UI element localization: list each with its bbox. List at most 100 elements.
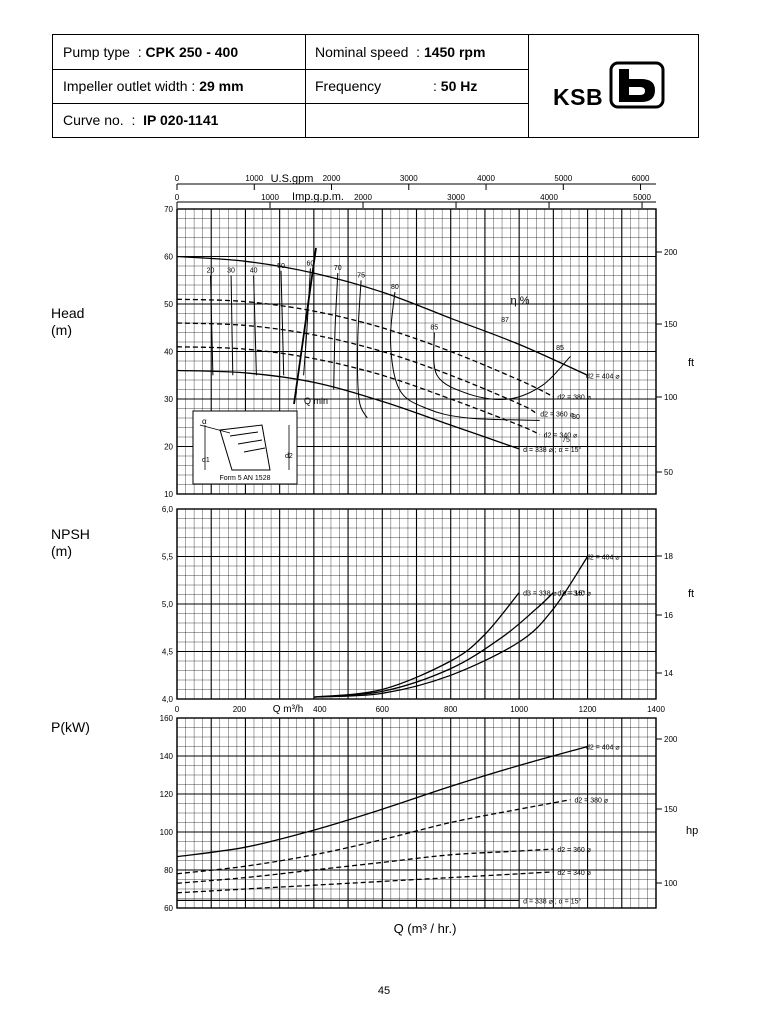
head-label-text: Head — [51, 305, 85, 321]
impeller-inset-drawing: α d1 d2 Form 5 AN 1528 — [192, 410, 298, 485]
header-divider — [53, 103, 528, 104]
npsh-x-axis-label: Q m³/h — [273, 704, 304, 715]
inset-frame — [192, 410, 298, 485]
power-y-tick-label: 160 — [160, 714, 174, 723]
inset-caption: Form 5 AN 1528 — [220, 475, 271, 482]
efficiency-label: 85 — [430, 325, 438, 332]
frequency-label: Frequency — [315, 78, 382, 94]
efficiency-label: 20 — [207, 268, 215, 275]
head-right-tick-label: 200 — [664, 248, 678, 257]
impgpm-tick-label: 4000 — [540, 193, 558, 202]
npsh-x-tick-label: 600 — [376, 705, 390, 714]
power-right-tick-label: 150 — [664, 805, 678, 814]
page-number: 45 — [377, 985, 391, 997]
head-y-tick-label: 40 — [164, 348, 173, 357]
npsh-right-tick-label: 16 — [664, 611, 673, 620]
efficiency-curve — [303, 268, 311, 376]
head-y-tick-label: 30 — [164, 395, 173, 404]
ksb-logo: KSB — [528, 35, 698, 137]
speed-label: Nominal speed — [315, 44, 409, 60]
power-series-label: d2 = 380 ⌀ — [574, 798, 608, 805]
efficiency-label-right: 85 — [556, 345, 564, 352]
npsh-x-tick-label: 1200 — [579, 705, 597, 714]
usgpm-tick-label: 5000 — [554, 174, 572, 183]
impgpm-tick-label: 1000 — [261, 193, 279, 202]
power-y-tick-label: 120 — [160, 790, 174, 799]
npsh-label-text: NPSH — [51, 526, 90, 542]
head-y-tick-label: 10 — [164, 490, 173, 499]
impgpm-axis-label: Imp.g.p.m. — [292, 191, 344, 203]
power-series-label: d2 = 404 ⌀ — [586, 745, 620, 752]
logo-text: KSB — [553, 84, 604, 110]
npsh-right-tick-label: 18 — [664, 552, 673, 561]
ft-unit-label-npsh: ft — [688, 588, 695, 600]
efficiency-label: 30 — [227, 268, 235, 275]
npsh-series-line — [313, 592, 520, 698]
pump-type-label: Pump type — [63, 44, 130, 60]
impeller-label: Impeller outlet width — [63, 78, 188, 94]
impeller-row: Impeller outlet width : 29 mm — [63, 78, 244, 94]
pump-info-header: Pump type : CPK 250 - 400 Impeller outle… — [52, 34, 699, 138]
npsh-y-tick-label: 6,0 — [162, 505, 174, 514]
usgpm-tick-label: 6000 — [632, 174, 650, 183]
efficiency-curve — [433, 332, 571, 400]
inset-alpha-label: α — [202, 417, 207, 426]
head-right-tick-label: 50 — [664, 468, 673, 477]
curve-value: IP 020-1141 — [143, 112, 219, 128]
power-frame — [176, 717, 657, 909]
npsh-y-tick-label: 4,0 — [162, 695, 174, 704]
pump-type-row: Pump type : CPK 250 - 400 — [63, 44, 239, 60]
head-y-tick-label: 20 — [164, 443, 173, 452]
head-series-line — [176, 255, 588, 376]
npsh-x-tick-label: 400 — [313, 705, 327, 714]
header-divider — [53, 69, 528, 70]
head-y-tick-label: 50 — [164, 300, 173, 309]
npsh-right-tick-label: 14 — [664, 669, 673, 678]
usgpm-tick-label: 0 — [175, 174, 180, 183]
head-right-tick-label: 100 — [664, 393, 678, 402]
npsh-x-tick-label: 1400 — [647, 705, 665, 714]
impgpm-tick-label: 2000 — [354, 193, 372, 202]
npsh-series-label: d2 = 404 ⌀ — [586, 555, 620, 562]
head-series-label: d2 = 340 ⌀ — [544, 433, 578, 440]
inset-alpha-line — [199, 424, 231, 434]
head-series-line — [176, 322, 537, 414]
npsh-frame — [176, 508, 657, 700]
head-y-tick-label: 70 — [164, 205, 173, 214]
impgpm-tick-label: 0 — [175, 193, 180, 202]
npsh-series-label: d2 = 340 ⌀ — [557, 591, 591, 598]
head-label: Head (m) — [51, 305, 84, 339]
power-y-tick-label: 60 — [164, 904, 173, 913]
inset-d1-label: d1 — [202, 457, 210, 464]
head-y-tick-label: 60 — [164, 253, 173, 262]
efficiency-curve — [357, 280, 368, 419]
power-series-label: d2 = 340 ⌀ — [557, 870, 591, 877]
power-y-tick-label: 140 — [160, 752, 174, 761]
efficiency-label-right: 75 — [562, 437, 570, 444]
pump-type-value: CPK 250 - 400 — [145, 44, 239, 60]
usgpm-tick-label: 4000 — [477, 174, 495, 183]
power-series-line — [176, 745, 588, 858]
power-series-label: d = 338 ⌀ ; α = 15° — [523, 897, 581, 905]
power-series-line — [176, 848, 554, 884]
head-series-label: d2 = 360 ⌀ — [540, 411, 574, 418]
npsh-x-tick-label: 1000 — [510, 705, 528, 714]
ft-unit-label-head: ft — [688, 357, 695, 369]
efficiency-curve — [333, 273, 339, 390]
efficiency-curve — [230, 275, 234, 376]
impeller-value: 29 mm — [199, 78, 244, 94]
efficiency-label: 40 — [250, 268, 258, 275]
head-unit-text: (m) — [51, 322, 72, 338]
efficiency-label: 75 — [357, 272, 365, 279]
efficiency-symbol-label: η % — [511, 295, 530, 307]
npsh-label: NPSH (m) — [51, 526, 90, 560]
npsh-x-tick-label: 800 — [444, 705, 458, 714]
efficiency-curve — [389, 292, 540, 421]
inset-d2-label: d2 — [285, 453, 293, 460]
efficiency-label-right: 80 — [572, 414, 580, 421]
head-series-label: d2 = 404 ⌀ — [586, 373, 620, 380]
header-divider — [305, 35, 306, 137]
npsh-series-line — [313, 556, 589, 698]
power-label: P(kW) — [51, 719, 90, 735]
efficiency-label-right: 87 — [501, 317, 509, 324]
